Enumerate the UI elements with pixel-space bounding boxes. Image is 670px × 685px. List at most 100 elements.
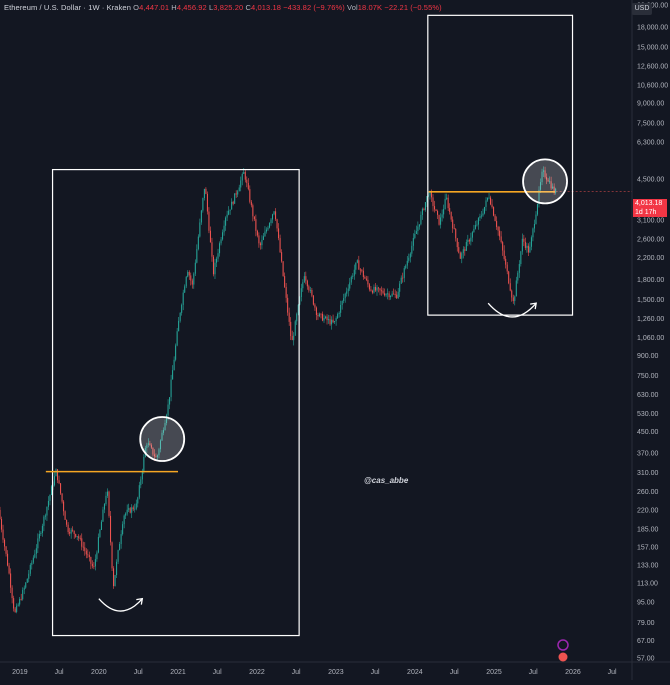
curved-arrow[interactable] [487,302,537,318]
candle-body [231,201,233,210]
candle-body [206,193,208,212]
candle-body [290,321,292,337]
annotation-box[interactable] [427,14,574,316]
candle-body [550,181,552,189]
candle-body [60,483,62,494]
candle-body [108,491,110,516]
candle-body [384,293,386,296]
candle-body [66,519,68,525]
candle-body [356,260,358,263]
candle-body [418,224,420,227]
symbol-title[interactable]: Ethereum / U.S. Dollar · 1W · Kraken [4,3,131,12]
candle-body [406,260,408,266]
candle-body [113,568,115,587]
y-tick-label: 95.00 [637,600,655,607]
curved-arrow[interactable] [98,598,143,612]
y-tick-label: 310.00 [637,470,659,477]
candle-body [471,232,473,238]
candle-body [175,345,177,360]
candle-body [79,538,81,539]
candle-body [470,237,472,242]
candle-body [82,546,84,548]
breakout-circle[interactable] [139,416,186,462]
candle-body [264,231,266,237]
candle-body [123,515,125,525]
candle-body [181,304,183,313]
candle-body [318,313,320,317]
candle-body [323,318,325,321]
y-tick-label: 7,500.00 [637,120,664,127]
candle-body [453,228,455,230]
candle-body [514,296,516,302]
candle-body [423,208,425,210]
candle-body [526,245,528,248]
candle-body [424,202,426,210]
candle-body [555,188,557,194]
candle-body [362,270,364,277]
candle-body [261,239,263,246]
candle-body [57,469,59,481]
x-tick-label: 2019 [12,669,28,676]
candle-body [75,534,77,537]
candle-body [250,201,252,206]
flag-icon[interactable] [558,652,568,662]
candle-body [493,207,495,216]
candle-body [194,262,196,274]
candle-body [196,249,198,263]
x-tick-label: 2021 [170,669,186,676]
candle-body [161,432,163,441]
candle-body [496,221,498,227]
candle-body [100,521,102,530]
candle-body [344,293,346,299]
x-tick-label: 2022 [249,669,265,676]
candle-body [159,440,162,450]
annotation-box[interactable] [51,168,300,637]
candle-body [337,314,339,319]
candle-body [367,279,369,285]
candle-body [217,253,219,259]
candle-body [32,557,34,563]
candle-body [305,276,307,281]
candle-body [16,605,18,612]
candle-body [53,476,56,486]
candle-body [167,404,169,416]
candle-body [212,256,215,275]
candle-body [499,230,501,237]
candle-body [532,228,534,238]
candle-body [480,215,482,217]
candle-body [553,186,555,194]
candle-body [220,239,222,244]
y-tick-label: 79.00 [637,620,655,627]
candle-body [270,219,272,224]
candle-body [215,258,218,263]
candle-body [26,578,28,583]
currency-button[interactable]: USD [632,3,652,15]
candle-body [421,208,423,215]
candle-body [58,480,60,484]
candle-body [530,237,532,247]
candle-body [23,587,25,590]
candle-body [508,271,510,284]
y-tick-label: 12,600.00 [637,64,668,71]
candle-body [244,171,246,180]
candle-body [321,313,324,321]
alert-icon[interactable] [557,639,569,651]
candle-body [455,228,457,239]
candle-body [61,493,63,502]
candle-body [111,542,113,569]
candle-body [432,197,434,207]
candle-body [275,211,277,220]
candle-body [190,275,192,281]
candle-body [293,335,295,341]
candle-body [234,193,236,204]
candle-body [511,290,513,298]
candle-body [262,236,264,240]
candle-body [494,215,496,222]
candle-body [437,211,439,215]
breakout-circle[interactable] [522,158,568,205]
candle-body [400,277,402,284]
y-tick-label: 113.00 [637,581,658,588]
candle-body [170,379,172,398]
